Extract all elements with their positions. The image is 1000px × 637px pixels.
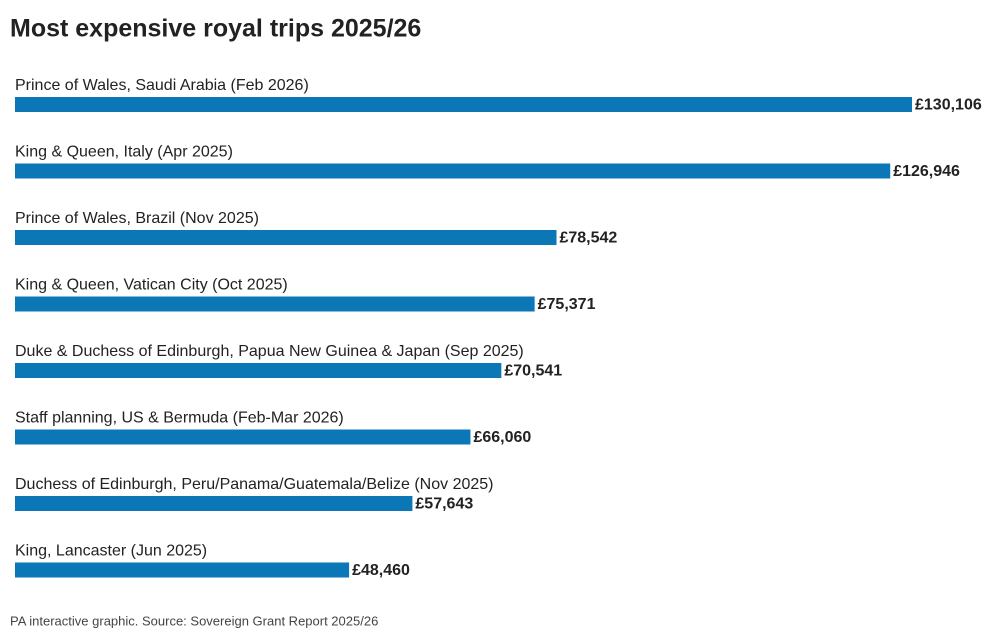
category-label: King & Queen, Vatican City (Oct 2025) — [15, 277, 288, 294]
bar — [15, 562, 350, 578]
value-label: £130,106 — [915, 97, 982, 114]
category-label: Duke & Duchess of Edinburgh, Papua New G… — [15, 343, 524, 360]
value-label: £48,460 — [352, 562, 410, 579]
category-label: King & Queen, Italy (Apr 2025) — [15, 144, 233, 161]
bar — [15, 163, 891, 179]
value-label: £75,371 — [538, 296, 596, 313]
bar — [15, 296, 535, 312]
category-label: King, Lancaster (Jun 2025) — [15, 543, 207, 560]
category-label: Prince of Wales, Saudi Arabia (Feb 2026) — [15, 77, 309, 94]
value-label: £78,542 — [559, 230, 617, 247]
bar — [15, 363, 502, 378]
bar — [15, 230, 557, 245]
value-label: £70,541 — [504, 363, 562, 380]
category-label: Staff planning, US & Bermuda (Feb-Mar 20… — [15, 410, 344, 427]
bar — [15, 97, 912, 112]
chart-title: Most expensive royal trips 2025/26 — [10, 15, 421, 43]
bar — [15, 496, 413, 511]
value-label: £66,060 — [473, 429, 531, 446]
category-label: Duchess of Edinburgh, Peru/Panama/Guatem… — [15, 476, 493, 493]
value-label: £57,643 — [415, 496, 473, 513]
value-label: £126,946 — [893, 163, 960, 180]
bar — [15, 429, 471, 445]
source-note: PA interactive graphic. Source: Sovereig… — [10, 613, 378, 628]
category-label: Prince of Wales, Brazil (Nov 2025) — [15, 210, 259, 227]
